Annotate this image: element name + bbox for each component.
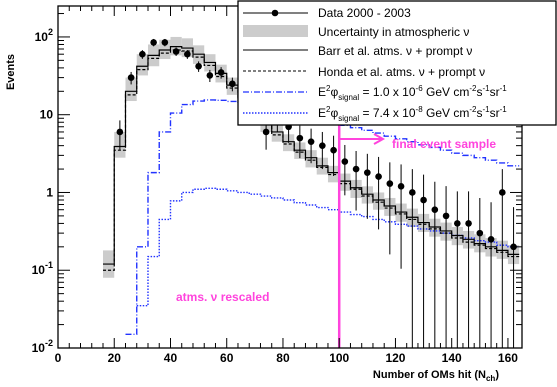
x-tick-label: 140 <box>442 351 462 365</box>
legend-label-honda: Honda et al. atms. ν + prompt ν <box>318 65 485 79</box>
data-point <box>116 128 124 136</box>
data-point <box>184 50 191 58</box>
legend-label-signal-1: E2φsignal = 1.0 x 10-6 GeV cm-2s-1sr-1 <box>318 84 507 102</box>
legend-label-uncertainty: Uncertainty in atmospheric ν <box>318 25 469 39</box>
final-sample-arrow <box>339 133 386 145</box>
legend-item-data: Data 2000 - 2003 <box>243 6 411 20</box>
legend-item-honda: Honda et al. atms. ν + prompt ν <box>243 65 485 79</box>
data-point <box>139 50 146 58</box>
legend-band-swatch <box>243 25 308 37</box>
data-layer <box>116 38 517 348</box>
legend-item-signal-2: E2φsignal = 7.4 x 10-8 GeV cm-2s-1sr-1 <box>243 105 507 123</box>
data-point <box>330 146 337 154</box>
y-tick-label: 10 <box>40 108 54 122</box>
data-point <box>386 180 394 187</box>
x-tick-label: 80 <box>276 351 290 365</box>
data-point <box>172 48 180 55</box>
data-point <box>487 235 495 243</box>
legend-label-barr: Barr et al. atms. ν + prompt ν <box>318 44 472 58</box>
data-point <box>420 196 427 204</box>
data-point <box>262 128 270 136</box>
x-axis-title: Number of OMs hit (Nch) <box>373 369 499 383</box>
band-bin <box>136 54 148 76</box>
data-point <box>465 220 472 227</box>
data-point <box>307 138 315 145</box>
data-point <box>127 74 135 81</box>
data-point <box>454 220 461 227</box>
y-tick-label: 1 <box>46 185 53 199</box>
data-point <box>341 158 349 165</box>
legend-item-uncertainty: Uncertainty in atmospheric ν <box>243 25 469 39</box>
series-5-step <box>136 187 520 307</box>
band-bin <box>125 77 137 102</box>
data-point <box>431 206 439 214</box>
data-point <box>510 243 517 251</box>
y-tick-label: 102 <box>35 27 53 44</box>
data-point <box>397 183 405 190</box>
x-tick-label: 0 <box>55 351 62 365</box>
data-point <box>409 189 416 196</box>
legend-label-signal-2: E2φsignal = 7.4 x 10-8 GeV cm-2s-1sr-1 <box>318 105 507 123</box>
data-point <box>217 69 225 76</box>
data-point <box>150 39 157 46</box>
legend-item-barr: Barr et al. atms. ν + prompt ν <box>243 44 472 58</box>
x-tick-label: 160 <box>498 351 518 365</box>
data-point <box>296 134 304 142</box>
y-tick-label: 10-1 <box>32 260 53 277</box>
data-point <box>352 165 360 173</box>
x-tick-label: 100 <box>329 351 349 365</box>
data-point <box>442 212 450 220</box>
series-3-step <box>102 49 520 271</box>
data-point <box>206 72 214 79</box>
data-point <box>499 189 506 196</box>
legend-box <box>237 0 557 126</box>
legend-label-data: Data 2000 - 2003 <box>318 6 411 20</box>
data-point <box>476 229 484 237</box>
annotation-atms-rescaled: atms. ν rescaled <box>176 290 269 304</box>
legend-data-marker <box>271 9 279 17</box>
x-tick-label: 120 <box>385 351 405 365</box>
y-tick-label: 10-2 <box>32 338 53 355</box>
data-point <box>364 169 371 176</box>
band-bin <box>271 124 283 142</box>
legend: Data 2000 - 2003 Uncertainty in atmosphe… <box>237 0 557 126</box>
legend-item-signal-1: E2φsignal = 1.0 x 10-6 GeV cm-2s-1sr-1 <box>243 84 507 102</box>
annotation-final-sample: final event sample <box>392 137 496 151</box>
data-point <box>195 62 202 70</box>
x-tick-label: 20 <box>108 351 122 365</box>
data-point <box>161 39 169 46</box>
x-tick-label: 60 <box>220 351 234 365</box>
data-point <box>229 80 236 88</box>
data-point <box>319 142 326 149</box>
data-point <box>375 173 382 180</box>
x-tick-label: 40 <box>164 351 178 365</box>
y-axis-title: Events <box>5 54 17 90</box>
